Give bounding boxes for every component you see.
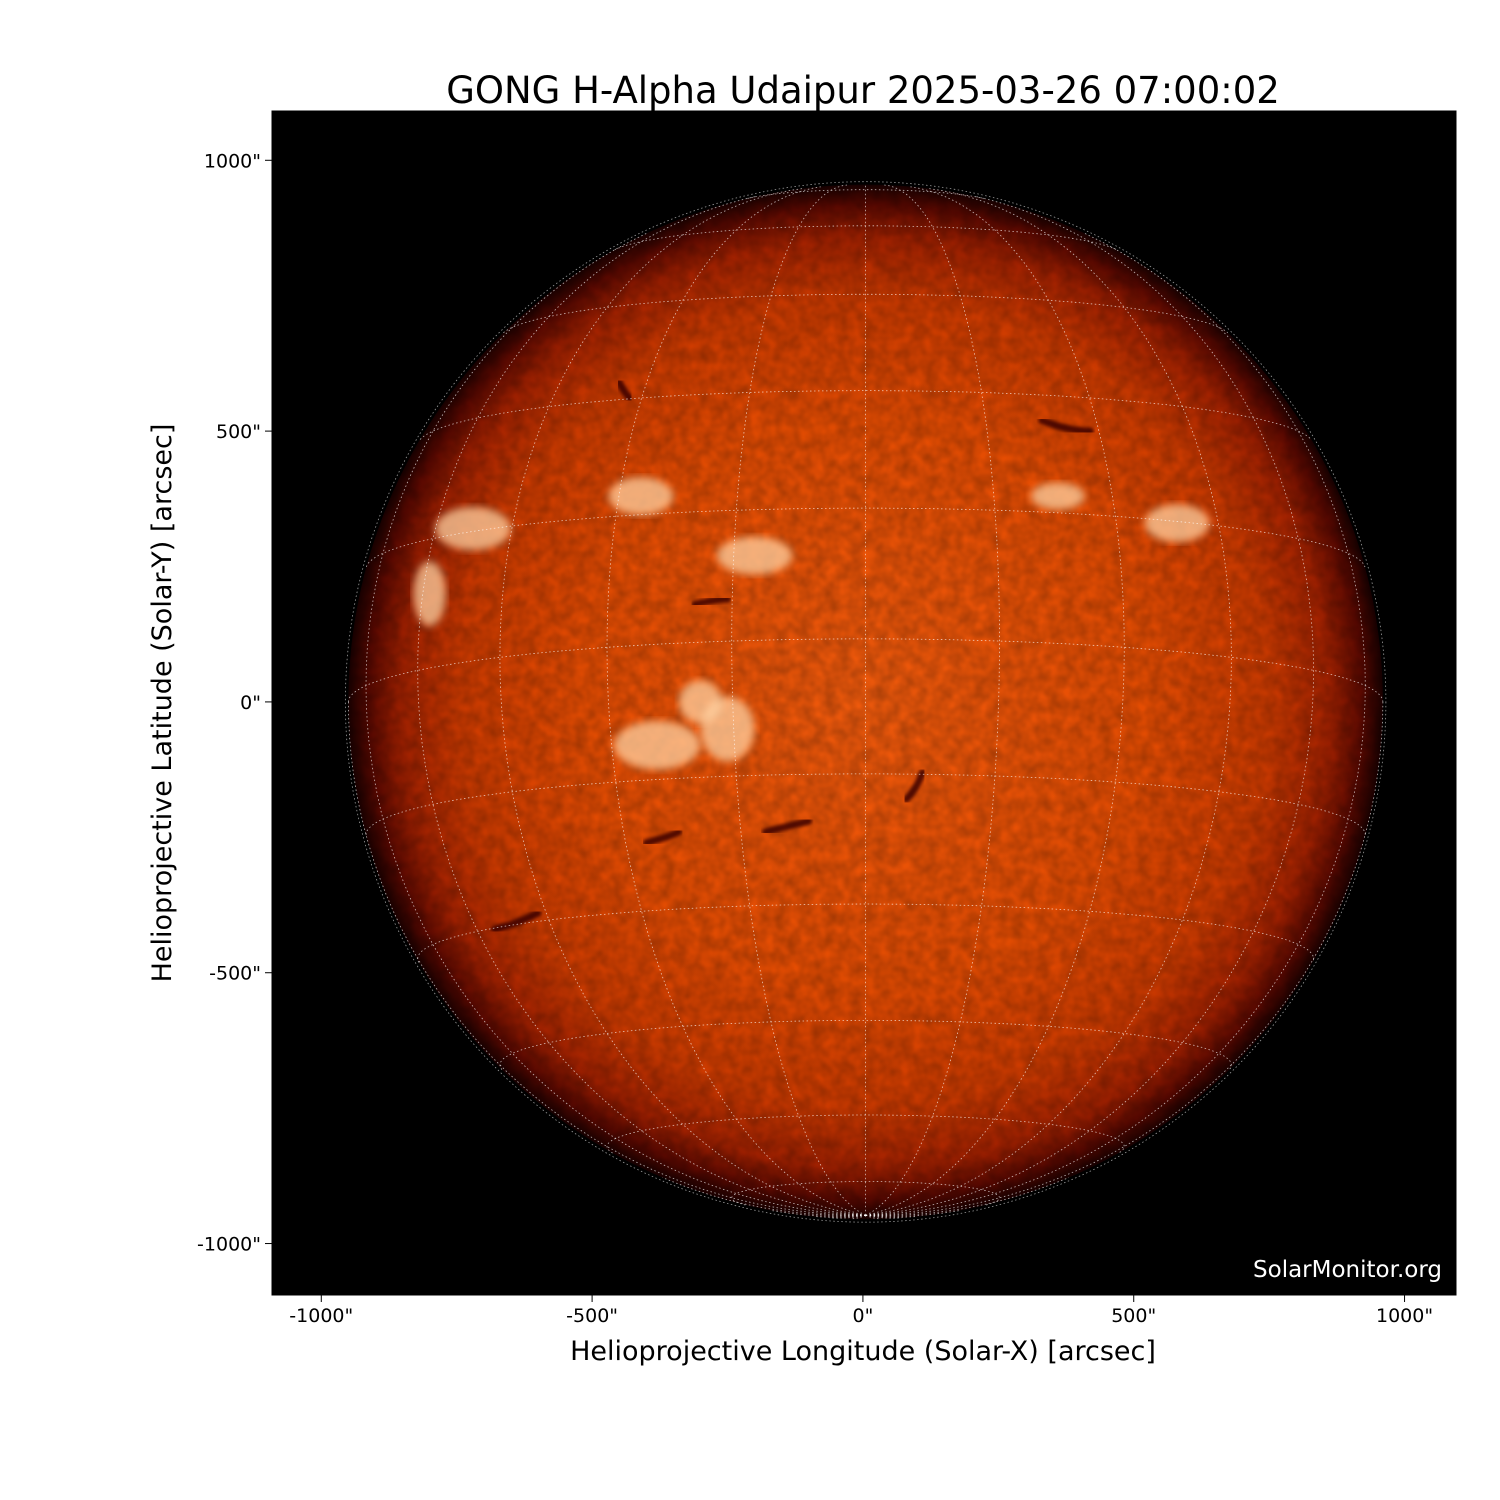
plage-region bbox=[1144, 504, 1210, 543]
filament bbox=[761, 817, 813, 836]
grid-line bbox=[865, 1177, 1069, 1217]
filament bbox=[642, 828, 683, 847]
x-axis-label: Helioprojective Longitude (Solar-X) [arc… bbox=[570, 1336, 1156, 1367]
watermark: SolarMonitor.org bbox=[1253, 1257, 1442, 1283]
plage-region bbox=[413, 561, 446, 626]
grid-line bbox=[731, 1181, 1000, 1206]
axes-frame bbox=[271, 110, 1457, 1296]
plage-region bbox=[678, 680, 723, 724]
grid-line bbox=[865, 184, 1000, 1216]
x-tick-label: -1000" bbox=[289, 1305, 353, 1327]
y-axis-label: Helioprojective Latitude (Solar-Y) [arcs… bbox=[147, 424, 178, 983]
filament bbox=[615, 378, 634, 403]
plage-region bbox=[435, 506, 511, 551]
filament bbox=[902, 768, 926, 803]
y-tick-label: 0" bbox=[240, 692, 261, 714]
grid-line bbox=[365, 507, 1366, 568]
x-tick-label: 1000" bbox=[1376, 1305, 1433, 1327]
y-tick-label: 500" bbox=[216, 421, 261, 443]
x-tick-label: 0" bbox=[853, 1305, 874, 1327]
grid-line bbox=[851, 1214, 866, 1220]
plot-area: SolarMonitor.org bbox=[272, 111, 1456, 1295]
grid-line bbox=[419, 390, 1312, 440]
y-axis-ticks: 1000" 500" 0" -500" -1000" bbox=[197, 150, 272, 1256]
plage-region bbox=[1030, 482, 1085, 510]
plage-region bbox=[716, 536, 793, 575]
grid-line bbox=[606, 186, 866, 1216]
grid-line bbox=[814, 1214, 866, 1218]
grid-line bbox=[662, 1177, 866, 1217]
y-tick-label: -500" bbox=[209, 963, 261, 985]
plage-region bbox=[608, 477, 674, 515]
x-axis-ticks: -1000" -500" 0" 500" 1000" bbox=[289, 1295, 1433, 1327]
grid-line bbox=[731, 184, 866, 1216]
grid-line bbox=[499, 1020, 1232, 1070]
x-tick-label: 500" bbox=[1111, 1305, 1156, 1327]
y-tick-label: -1000" bbox=[197, 1234, 261, 1256]
x-tick-label: -500" bbox=[566, 1305, 618, 1327]
filament bbox=[491, 909, 542, 933]
y-tick-label: 1000" bbox=[204, 150, 261, 172]
heliographic-grid bbox=[344, 181, 1387, 1223]
limb-outline bbox=[344, 181, 1387, 1223]
filament bbox=[1038, 416, 1094, 435]
grid-line bbox=[365, 773, 1366, 835]
chart-title: GONG H-Alpha Udaipur 2025-03-26 07:00:02 bbox=[446, 69, 1280, 112]
plage-region bbox=[613, 720, 701, 770]
grid-line bbox=[865, 186, 1125, 1216]
filament bbox=[691, 595, 732, 608]
grid-line bbox=[865, 1214, 880, 1220]
solar-features bbox=[413, 378, 1210, 933]
grid-line bbox=[865, 1214, 917, 1218]
